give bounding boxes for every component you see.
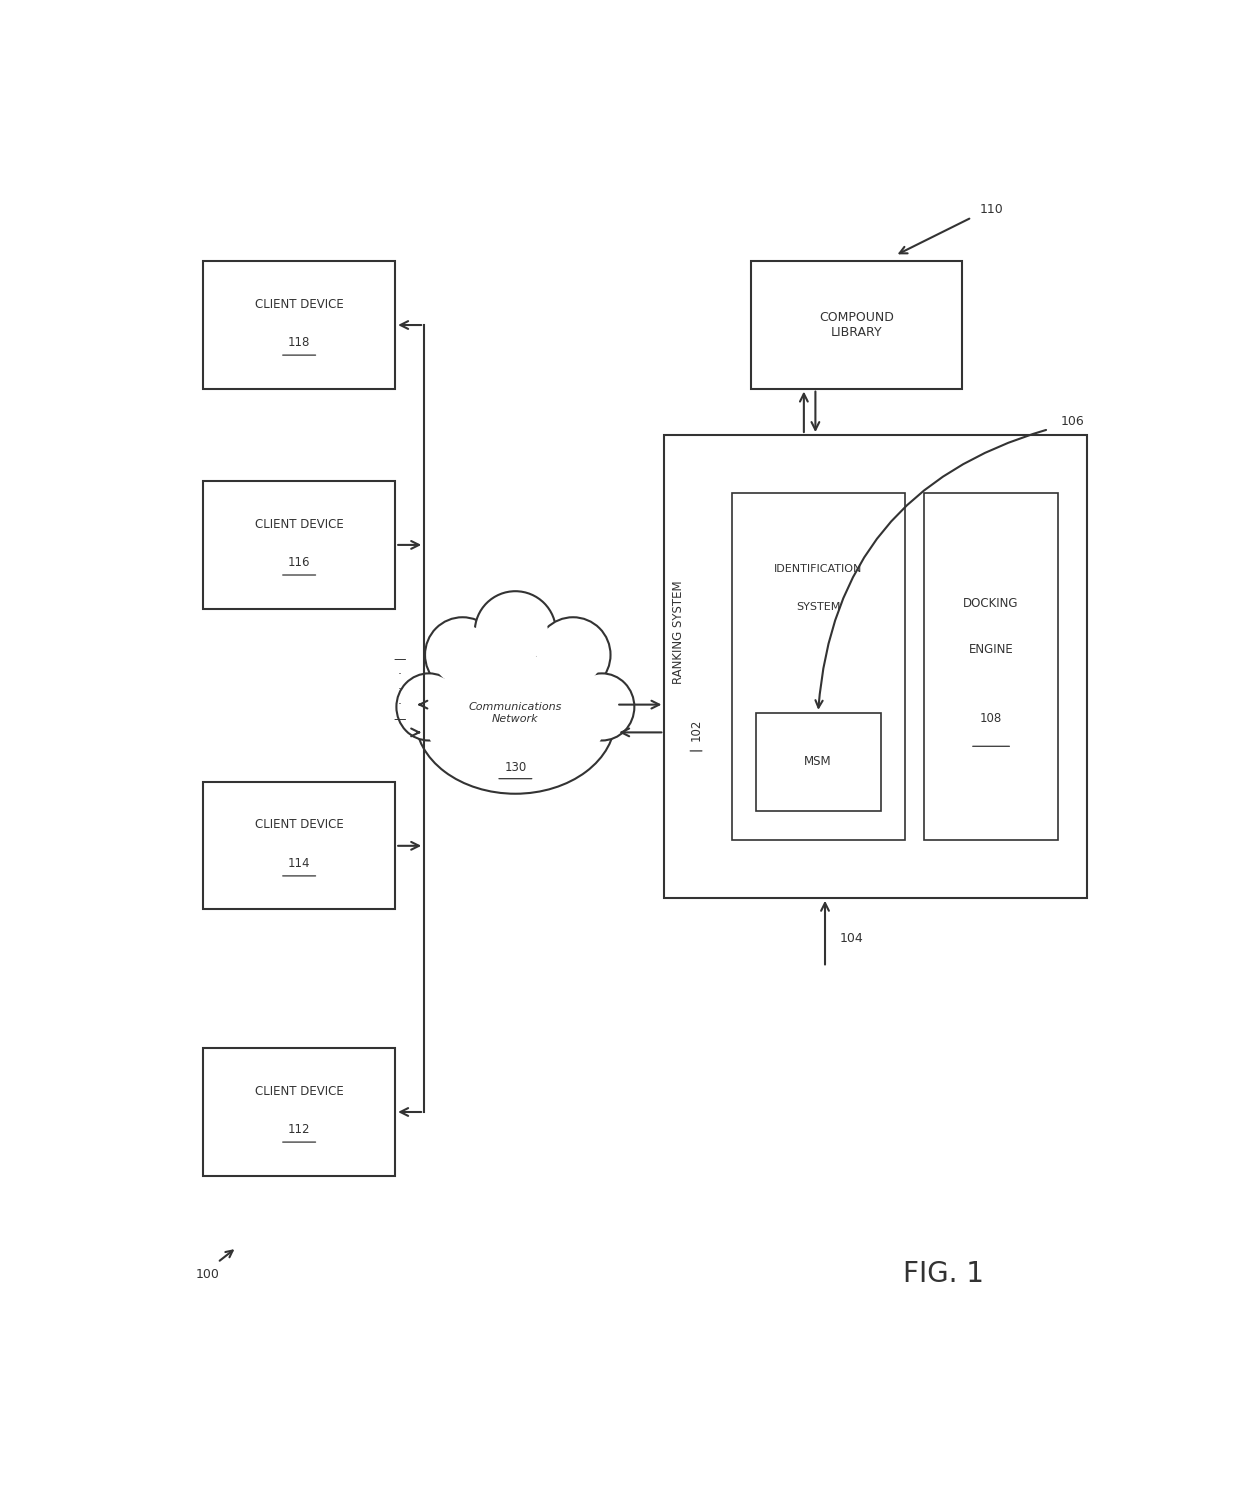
Text: 102: 102	[689, 718, 703, 741]
Text: 108: 108	[980, 712, 1002, 724]
Ellipse shape	[575, 679, 627, 733]
Ellipse shape	[543, 625, 603, 685]
Bar	[755, 712, 880, 812]
Bar	[751, 262, 962, 389]
Text: IDENTIFICATION: IDENTIFICATION	[774, 564, 862, 574]
Ellipse shape	[397, 673, 461, 741]
Text: MSM: MSM	[805, 756, 832, 768]
Ellipse shape	[425, 618, 500, 693]
Ellipse shape	[433, 625, 492, 685]
Text: 100: 100	[196, 1267, 219, 1281]
Ellipse shape	[415, 643, 615, 794]
Bar	[732, 493, 905, 840]
Bar	[203, 1049, 396, 1175]
Text: 110: 110	[980, 203, 1003, 216]
Bar	[924, 493, 1059, 840]
Text: DOCKING: DOCKING	[963, 597, 1019, 610]
Text: CLIENT DEVICE: CLIENT DEVICE	[254, 819, 343, 831]
Text: ENGINE: ENGINE	[968, 643, 1013, 655]
Ellipse shape	[536, 618, 610, 693]
Text: 114: 114	[288, 857, 310, 870]
Text: 116: 116	[288, 556, 310, 568]
Text: COMPOUND
LIBRARY: COMPOUND LIBRARY	[820, 311, 894, 340]
Text: 118: 118	[288, 335, 310, 349]
Ellipse shape	[425, 655, 606, 782]
Ellipse shape	[403, 679, 455, 733]
Text: SYSTEM: SYSTEM	[796, 603, 841, 612]
Text: 106: 106	[1061, 415, 1085, 427]
Bar	[203, 481, 396, 609]
Text: 112: 112	[288, 1123, 310, 1136]
Text: CLIENT DEVICE: CLIENT DEVICE	[254, 1085, 343, 1097]
Text: CLIENT DEVICE: CLIENT DEVICE	[254, 298, 343, 311]
Text: 130: 130	[505, 761, 527, 774]
Ellipse shape	[475, 591, 556, 672]
Text: CLIENT DEVICE: CLIENT DEVICE	[254, 517, 343, 531]
Ellipse shape	[569, 673, 635, 741]
Bar	[203, 262, 396, 389]
Bar	[665, 434, 1087, 897]
Text: RANKING SYSTEM: RANKING SYSTEM	[672, 580, 686, 684]
Text: Communications
Network: Communications Network	[469, 702, 562, 723]
Text: —
·
·
·
—: — · · · —	[394, 654, 407, 726]
Ellipse shape	[482, 600, 548, 664]
Text: FIG. 1: FIG. 1	[903, 1260, 983, 1288]
Bar	[203, 782, 396, 909]
Text: 104: 104	[839, 932, 863, 945]
